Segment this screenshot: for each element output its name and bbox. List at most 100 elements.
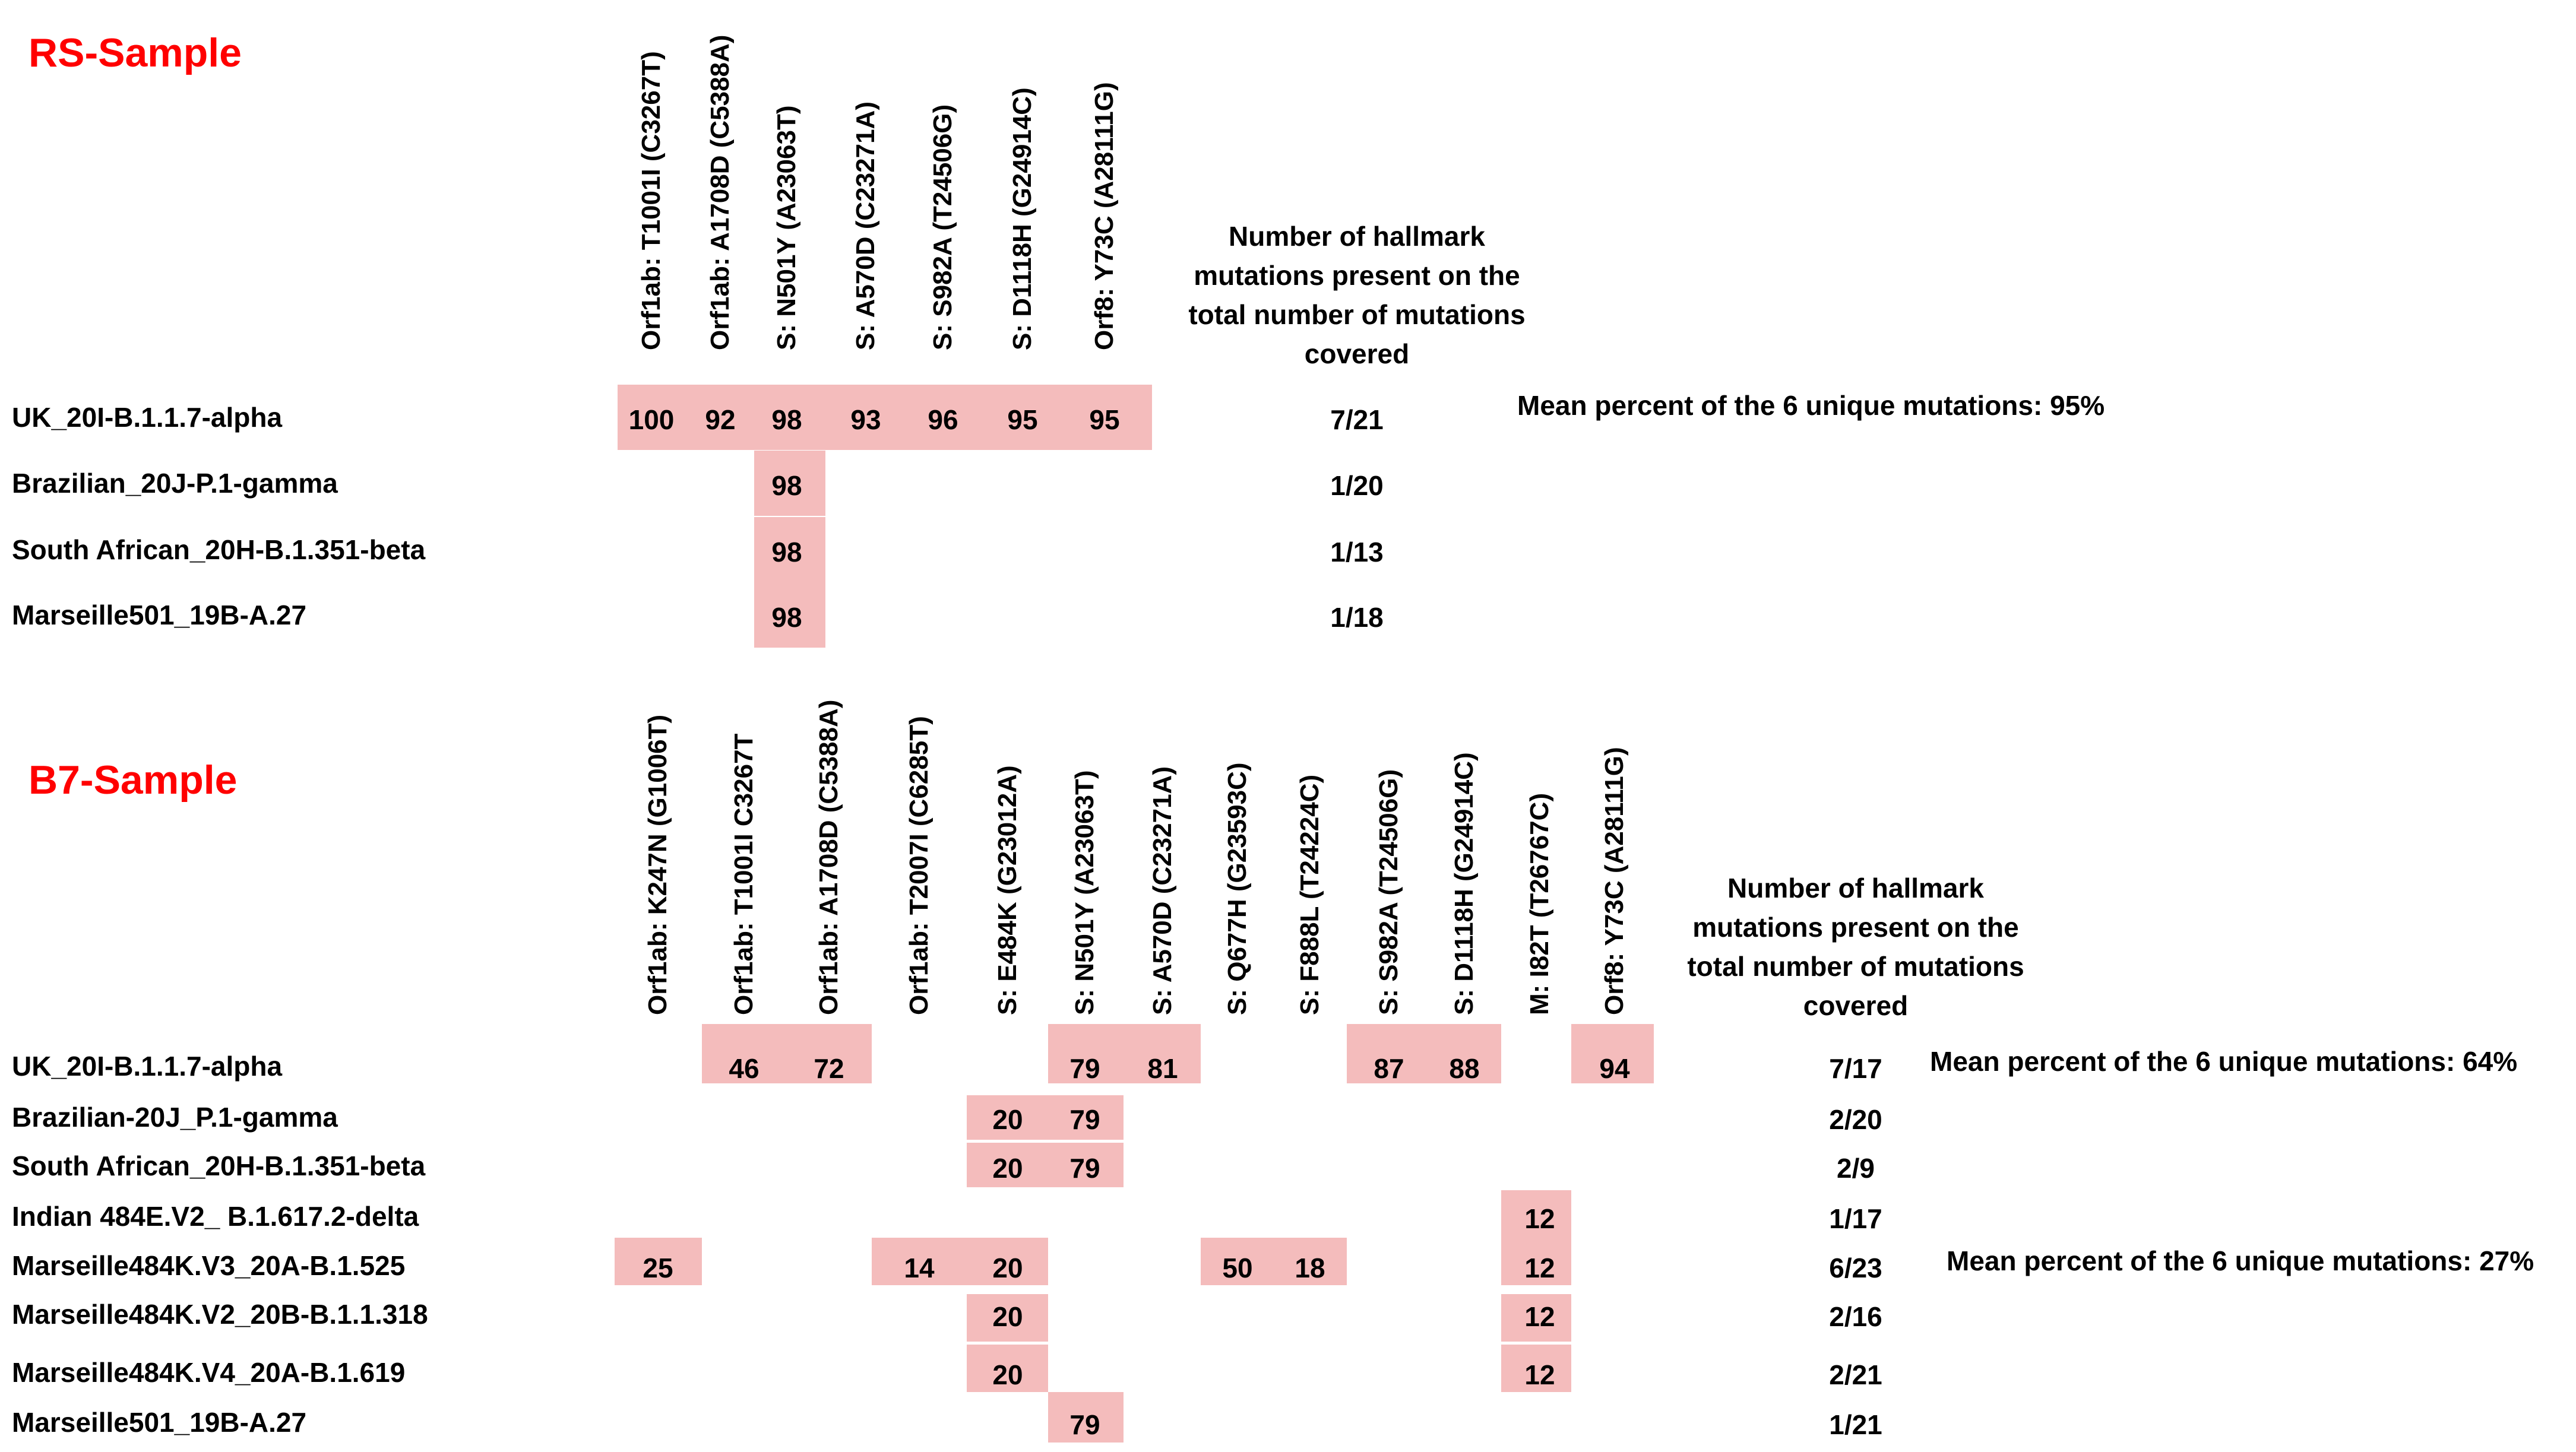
- value-cell: [1501, 1190, 1571, 1238]
- value-cell: [1571, 1024, 1654, 1083]
- column-header-label: S: E484K (G23012A): [993, 765, 1022, 1015]
- ratio-value: 2/16: [1829, 1301, 1882, 1332]
- mean-percent-note: Mean percent of the 6 unique mutations: …: [1517, 390, 2105, 421]
- row-label: Indian 484E.V2_ B.1.617.2-delta: [12, 1201, 419, 1232]
- value-cell: [702, 1024, 786, 1083]
- value-text: 98: [771, 602, 802, 633]
- value-cell: [1274, 1238, 1347, 1285]
- ratio-header-line: mutations present on the: [1692, 912, 2019, 943]
- column-header-label: Orf8: Y73C (A28111G): [1090, 82, 1119, 350]
- value-text: 20: [992, 1253, 1023, 1283]
- row-label: Marseille484K.V2_20B-B.1.1.318: [12, 1299, 428, 1330]
- rs-ratio-header: Number of hallmark mutations present on t…: [1167, 217, 1547, 373]
- value-text: 88: [1449, 1053, 1480, 1084]
- value-cell: [754, 517, 825, 582]
- b7-ratio-header: Number of hallmark mutations present on t…: [1666, 868, 2046, 1025]
- ratio-value: 1/18: [1330, 602, 1384, 633]
- value-cell: [967, 1095, 1048, 1140]
- column-header-label: S: D1118H (G24914C): [1008, 87, 1037, 350]
- column-header-label: Orf1ab: A1708D (C5388A): [814, 699, 843, 1015]
- row-label: Marseille484K.V3_20A-B.1.525: [12, 1250, 406, 1281]
- value-cell: [967, 1143, 1048, 1187]
- column-header-label: M: I82T (T26767C): [1525, 792, 1554, 1015]
- value-cell: [825, 385, 906, 450]
- ratio-value: 2/9: [1837, 1153, 1875, 1184]
- column-header-label: S: N501Y (A23063T): [772, 105, 801, 351]
- row-label: South African_20H-B.1.351-beta: [12, 1150, 426, 1181]
- value-text: 92: [705, 404, 736, 435]
- row-label: Brazilian-20J_P.1-gamma: [12, 1102, 338, 1133]
- value-text: 12: [1524, 1301, 1555, 1332]
- column-header-label: Orf1ab: T2007I (C6285T): [904, 716, 933, 1015]
- value-cell: [967, 1294, 1048, 1342]
- value-text: 12: [1524, 1359, 1555, 1390]
- column-header-label: Orf1ab: K247N (G1006T): [643, 714, 672, 1015]
- value-text: 18: [1295, 1253, 1325, 1283]
- row-label: South African_20H-B.1.351-beta: [12, 534, 426, 565]
- value-cell: [1501, 1294, 1571, 1342]
- ratio-value: 2/21: [1829, 1359, 1882, 1390]
- value-text: 20: [992, 1359, 1023, 1390]
- value-cell: [1048, 1392, 1124, 1443]
- value-text: 79: [1069, 1153, 1100, 1184]
- row-label: Marseille501_19B-A.27: [12, 600, 307, 630]
- value-text: 72: [814, 1053, 844, 1084]
- column-header-label: S: S982A (T24506G): [1374, 769, 1403, 1015]
- column-header-label: S: F888L (T24224C): [1295, 774, 1324, 1015]
- value-text: 12: [1524, 1203, 1555, 1234]
- value-text: 94: [1599, 1053, 1630, 1084]
- value-text: 81: [1147, 1053, 1178, 1084]
- ratio-value: 1/13: [1330, 537, 1384, 568]
- value-cell: [983, 385, 1063, 450]
- value-cell: [1201, 1238, 1274, 1285]
- value-text: 46: [729, 1053, 759, 1084]
- column-header-label: S: A570D (C23271A): [1148, 766, 1177, 1015]
- column-header-label: Orf1ab: T1001I (C3267T): [637, 51, 666, 350]
- value-text: 20: [992, 1153, 1023, 1184]
- ratio-value: 6/23: [1829, 1253, 1882, 1283]
- mean-percent-note: Mean percent of the 6 unique mutations: …: [1930, 1046, 2518, 1077]
- row-label: Marseille501_19B-A.27: [12, 1407, 307, 1438]
- value-text: 20: [992, 1104, 1023, 1135]
- value-text: 50: [1222, 1253, 1253, 1283]
- value-cell: [1048, 1095, 1124, 1140]
- value-cell: [1347, 1024, 1425, 1083]
- value-cell: [618, 385, 686, 450]
- ratio-header-line: covered: [1304, 338, 1410, 369]
- value-cell: [754, 451, 825, 516]
- value-text: 12: [1524, 1253, 1555, 1283]
- ratio-value: 1/20: [1330, 470, 1384, 501]
- value-text: 79: [1069, 1409, 1100, 1440]
- ratio-value: 1/17: [1829, 1203, 1882, 1234]
- row-label: Marseille484K.V4_20A-B.1.619: [12, 1357, 406, 1388]
- value-cell: [615, 1238, 702, 1285]
- value-cell: [1501, 1238, 1571, 1285]
- value-cell: [1425, 1024, 1501, 1083]
- ratio-value: 7/21: [1330, 404, 1384, 435]
- value-text: 25: [643, 1253, 673, 1283]
- column-header-label: Orf1ab: A1708D (C5388A): [705, 34, 735, 350]
- value-cell: [754, 582, 825, 648]
- ratio-header-line: Number of hallmark: [1727, 873, 1984, 903]
- value-text: 79: [1069, 1104, 1100, 1135]
- value-cell: [967, 1345, 1048, 1392]
- value-cell: [1501, 1345, 1571, 1392]
- value-cell: [872, 1238, 967, 1285]
- value-text: 20: [992, 1301, 1023, 1332]
- value-text: 98: [771, 537, 802, 568]
- column-header-label: S: N501Y (A23063T): [1070, 770, 1099, 1016]
- row-label: UK_20I-B.1.1.7-alpha: [12, 402, 283, 433]
- value-cell: [1048, 1143, 1124, 1187]
- column-header-label: Orf1ab: T1001I C3267T: [729, 733, 758, 1015]
- value-cell: [1124, 1024, 1201, 1083]
- value-cell: [754, 385, 825, 450]
- row-label: UK_20I-B.1.1.7-alpha: [12, 1051, 283, 1082]
- ratio-value: 7/17: [1829, 1053, 1882, 1084]
- ratio-header-line: total number of mutations: [1188, 299, 1526, 330]
- value-text: 95: [1089, 404, 1120, 435]
- ratio-value: 1/21: [1829, 1409, 1882, 1440]
- value-cell: [786, 1024, 872, 1083]
- ratio-value: 2/20: [1829, 1104, 1882, 1135]
- value-text: 93: [850, 404, 881, 435]
- value-text: 14: [904, 1253, 935, 1283]
